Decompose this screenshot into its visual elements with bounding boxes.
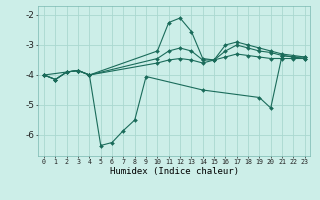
X-axis label: Humidex (Indice chaleur): Humidex (Indice chaleur) [110,167,239,176]
